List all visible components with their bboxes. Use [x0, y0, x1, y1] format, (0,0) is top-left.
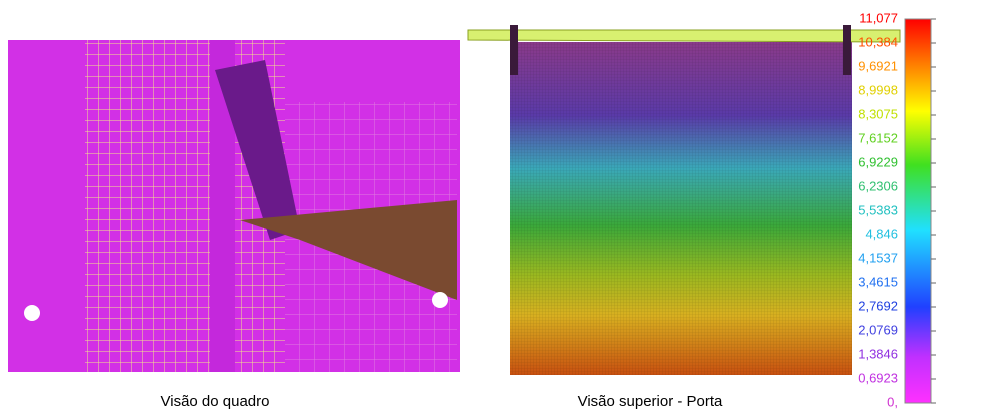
frame-view	[8, 40, 460, 372]
caption: Visão superior - Porta	[578, 393, 723, 410]
colorbar-label: 2,7692	[858, 298, 898, 313]
colorbar	[905, 19, 931, 403]
colorbar-label: 4,1537	[858, 250, 898, 265]
colorbar-label: 5,5383	[858, 202, 898, 217]
caption: Visão do quadro	[161, 393, 270, 410]
colorbar-label: 0,	[887, 394, 898, 409]
colorbar-label: 2,0769	[858, 322, 898, 337]
colorbar-label: 4,846	[865, 226, 898, 241]
colorbar-label: 8,3075	[858, 106, 898, 121]
colorbar-label: 7,6152	[858, 130, 898, 145]
colorbar-label: 9,6921	[858, 58, 898, 73]
colorbar-label: 0,6923	[858, 370, 898, 385]
colorbar-label: 8,9998	[858, 82, 898, 97]
page: 11,077 10,384 9,6921 8,9998 8,3075 7,6152 6,92…	[0, 0, 992, 412]
door-view	[468, 25, 900, 375]
colorbar-label: 3,4615	[858, 274, 898, 289]
colorbar-label: 1,3846	[858, 346, 898, 361]
figure: 11,077 10,384 9,6921 8,9998 8,3075 7,6152 6,92…	[0, 0, 992, 412]
colorbar-label: 10,384	[858, 34, 898, 49]
colorbar-label: 6,2306	[858, 178, 898, 193]
colorbar-label: 6,9229	[858, 154, 898, 169]
colorbar-label: 11,077	[859, 10, 898, 25]
